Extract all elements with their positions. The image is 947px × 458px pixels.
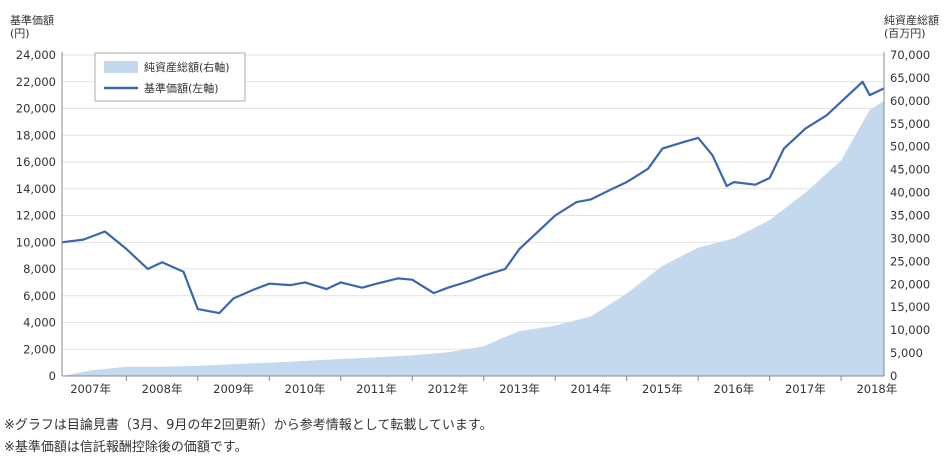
left-tick-label: 16,000	[16, 155, 56, 169]
area-layer	[62, 100, 884, 377]
legend-label-area: 純資産総額(右軸)	[144, 60, 230, 74]
axes	[61, 52, 885, 381]
left-tick-label: 12,000	[16, 209, 56, 223]
left-tick-label: 24,000	[16, 48, 56, 62]
right-tick-label: 45,000	[890, 163, 930, 177]
right-tick-label: 60,000	[890, 94, 930, 108]
right-tick-label: 15,000	[890, 300, 930, 314]
x-tick-label: 2018年	[856, 382, 897, 396]
left-axis-title-line2: (円)	[10, 27, 30, 40]
x-tick-label: 2013年	[499, 382, 540, 396]
x-tick-label: 2008年	[142, 382, 183, 396]
note-1: ※グラフは目論見書（3月、9月の年2回更新）から参考情報として転載しています。	[4, 418, 493, 433]
left-tick-label: 0	[49, 369, 56, 383]
x-tick-label: 2015年	[642, 382, 683, 396]
right-axis-title-line1: 純資産総額	[884, 14, 939, 27]
left-tick-label: 22,000	[16, 75, 56, 89]
left-tick-label: 6,000	[23, 289, 56, 303]
x-tick-label: 2010年	[285, 382, 326, 396]
chart-svg: 0 2,000 4,000 6,000 8,000 10,000 12,000 14,000 1…	[16, 48, 931, 396]
right-tick-label: 10,000	[890, 323, 930, 337]
legend: 純資産総額(右軸) 基準価額(左軸)	[94, 52, 246, 102]
ticks: 0 2,000 4,000 6,000 8,000 10,000 12,000 14,000 1…	[16, 48, 931, 396]
right-tick-label: 20,000	[890, 277, 930, 291]
right-tick-label: 65,000	[890, 71, 930, 85]
right-tick-label: 0	[890, 369, 897, 383]
x-tick-label: 2017年	[785, 382, 826, 396]
right-tick-label: 30,000	[890, 231, 930, 245]
chart: 基準価額 (円) 純資産総額 (百万円) 0 2,000 4,000 6,000 8,0…	[10, 14, 939, 396]
left-axis-title-line1: 基準価額	[10, 14, 54, 27]
x-tick-label: 2012年	[428, 382, 469, 396]
right-tick-label: 5,000	[890, 346, 923, 360]
right-tick-label: 50,000	[890, 140, 930, 154]
x-tick-label: 2014年	[571, 382, 612, 396]
right-tick-label: 25,000	[890, 254, 930, 268]
right-tick-label: 35,000	[890, 209, 930, 223]
left-tick-label: 2,000	[23, 342, 56, 356]
right-axis-title: 純資産総額 (百万円)	[884, 14, 939, 40]
x-tick-label: 2011年	[356, 382, 397, 396]
left-axis-title: 基準価額 (円)	[10, 14, 54, 40]
x-tick-label: 2009年	[213, 382, 254, 396]
left-tick-label: 8,000	[23, 262, 56, 276]
x-tick-label: 2007年	[70, 382, 111, 396]
left-tick-label: 4,000	[23, 316, 56, 330]
legend-label-line: 基準価額(左軸)	[144, 81, 219, 95]
nav-line	[61, 80, 885, 315]
left-tick-label: 18,000	[16, 128, 56, 142]
left-tick-label: 20,000	[16, 102, 56, 116]
net-assets-area	[62, 100, 884, 377]
right-tick-label: 40,000	[890, 186, 930, 200]
left-tick-label: 10,000	[16, 235, 56, 249]
note-2: ※基準価額は信託報酬控除後の価額です。	[4, 440, 248, 455]
left-tick-label: 14,000	[16, 182, 56, 196]
right-tick-label: 55,000	[890, 117, 930, 131]
line-layer	[61, 80, 885, 315]
right-tick-label: 70,000	[890, 48, 930, 62]
legend-swatch-area	[104, 61, 138, 73]
right-axis-title-line2: (百万円)	[884, 27, 926, 40]
x-tick-label: 2016年	[714, 382, 755, 396]
